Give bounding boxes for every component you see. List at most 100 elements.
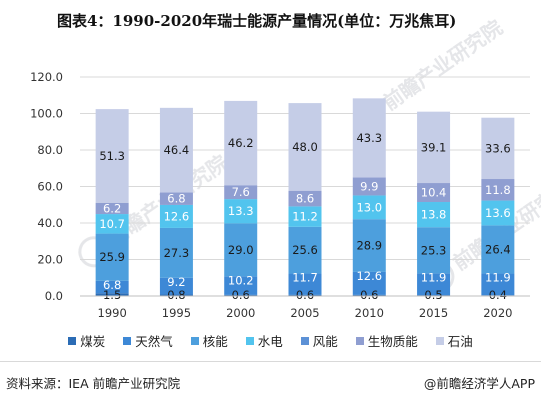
legend-item: 风能 bbox=[300, 331, 338, 350]
bar-segment bbox=[95, 109, 129, 203]
data-label: 48.0 bbox=[292, 140, 318, 154]
y-tick-label: 100.0 bbox=[30, 107, 63, 121]
data-label: 9.2 bbox=[167, 275, 185, 289]
bar-segment bbox=[481, 273, 515, 296]
data-label: 0.5 bbox=[424, 288, 442, 302]
legend: 煤炭 天然气 核能 水电 风能 生物质能 石油 bbox=[0, 331, 541, 350]
bar-segment bbox=[95, 214, 129, 234]
data-label: 11.2 bbox=[292, 210, 318, 224]
bars-layer bbox=[95, 98, 515, 296]
bar-segment bbox=[417, 227, 451, 274]
legend-item: 生物质能 bbox=[355, 331, 418, 350]
data-label: 13.8 bbox=[421, 208, 447, 222]
y-tick-label: 20.0 bbox=[37, 253, 63, 267]
legend-swatch bbox=[123, 336, 132, 345]
data-label: 25.9 bbox=[99, 250, 125, 264]
bar-segment bbox=[417, 202, 451, 228]
legend-label: 煤炭 bbox=[80, 334, 106, 349]
data-label: 27.3 bbox=[164, 246, 190, 260]
legend-label: 天然气 bbox=[135, 334, 173, 349]
bar-segment bbox=[224, 294, 258, 296]
bar-segment bbox=[159, 204, 193, 228]
data-label: 25.6 bbox=[292, 243, 318, 257]
data-label: 0.4 bbox=[489, 288, 507, 302]
data-label: 9.9 bbox=[360, 179, 378, 193]
bar-segment bbox=[352, 98, 386, 178]
bar-segment bbox=[352, 219, 386, 272]
bar-segment bbox=[159, 294, 193, 296]
stacked-bar-chart: 前瞻产业研究院前瞻产业研究院前瞻产业研究院 1.56.825.910.76.25… bbox=[30, 15, 541, 320]
data-label: 43.3 bbox=[356, 131, 382, 145]
bar-segment bbox=[288, 273, 322, 295]
legend-swatch bbox=[435, 336, 444, 345]
bar-segment bbox=[224, 185, 258, 200]
legend-swatch bbox=[355, 336, 364, 345]
bar-segment bbox=[224, 276, 258, 295]
data-label: 10.7 bbox=[99, 217, 125, 231]
legend-item: 天然气 bbox=[123, 331, 173, 350]
y-tick-label: 60.0 bbox=[37, 180, 63, 194]
brand-text: @前瞻经济学人APP bbox=[423, 376, 535, 391]
axis-layer: 0.0 20.0 40.0 60.0 80.0 100.0 120.0 1990 1995 200… bbox=[30, 70, 530, 320]
bar-segment bbox=[159, 107, 193, 193]
data-label: 25.3 bbox=[421, 243, 447, 257]
bar-segment bbox=[352, 271, 386, 295]
bar-segment bbox=[288, 226, 322, 274]
data-label: 13.3 bbox=[228, 204, 254, 218]
data-label: 33.6 bbox=[485, 141, 511, 155]
bar-segment bbox=[352, 177, 386, 196]
data-label: 0.8 bbox=[167, 288, 185, 302]
data-label: 12.6 bbox=[356, 269, 382, 283]
data-label: 28.9 bbox=[356, 239, 382, 253]
watermark-text: 前瞻产业研究院 bbox=[378, 15, 506, 115]
legend-item: 煤炭 bbox=[68, 331, 105, 350]
bar-segment bbox=[481, 179, 515, 201]
data-label: 46.2 bbox=[228, 136, 254, 150]
x-tick-label: 1995 bbox=[162, 306, 191, 320]
data-label: 1.5 bbox=[103, 288, 121, 302]
data-label: 11.7 bbox=[292, 271, 318, 285]
chart-title: 图表4：1990-2020年瑞士能源产量情况(单位：万兆焦耳) bbox=[57, 12, 457, 30]
x-tick-label: 1990 bbox=[98, 306, 127, 320]
data-label: 12.6 bbox=[164, 209, 190, 223]
data-label: 0.6 bbox=[360, 288, 378, 302]
legend-item: 石油 bbox=[435, 331, 473, 350]
bar-segment bbox=[288, 294, 322, 296]
x-tick-label: 2005 bbox=[290, 306, 319, 320]
bar-segment bbox=[481, 200, 515, 226]
footer-divider bbox=[0, 361, 541, 362]
legend-label: 风能 bbox=[312, 334, 338, 349]
legend-swatch bbox=[190, 336, 199, 345]
data-label: 11.9 bbox=[485, 271, 511, 285]
bar-segment bbox=[95, 293, 129, 296]
bar-segment bbox=[288, 103, 322, 191]
bar-segment bbox=[417, 273, 451, 296]
bar-segment bbox=[417, 111, 451, 184]
data-label: 0.6 bbox=[232, 288, 250, 302]
data-label: 13.0 bbox=[356, 200, 382, 214]
bar-segment bbox=[95, 202, 129, 215]
bar-segment bbox=[352, 195, 386, 220]
y-tick-label: 0.0 bbox=[45, 289, 63, 303]
y-tick-label: 40.0 bbox=[37, 216, 63, 230]
bar-segment bbox=[288, 190, 322, 207]
data-label: 26.4 bbox=[485, 242, 511, 256]
data-label: 6.8 bbox=[103, 278, 121, 292]
legend-swatch bbox=[68, 336, 77, 345]
bar-segment bbox=[224, 199, 258, 224]
data-label: 8.6 bbox=[296, 192, 314, 206]
data-label: 11.8 bbox=[485, 183, 511, 197]
data-label: 7.6 bbox=[232, 185, 250, 199]
data-label: 29.0 bbox=[228, 243, 254, 257]
data-label: 10.4 bbox=[421, 186, 447, 200]
bar-segment bbox=[159, 227, 193, 278]
legend-item: 核能 bbox=[190, 331, 228, 350]
legend-label: 核能 bbox=[202, 334, 228, 349]
bar-segment bbox=[481, 117, 515, 180]
bar-segment bbox=[159, 277, 193, 295]
data-label: 6.8 bbox=[167, 192, 185, 206]
x-tick-label: 2010 bbox=[355, 306, 384, 320]
data-label: 0.6 bbox=[296, 288, 314, 302]
bar-segment bbox=[159, 192, 193, 205]
data-label: 6.2 bbox=[103, 201, 121, 215]
